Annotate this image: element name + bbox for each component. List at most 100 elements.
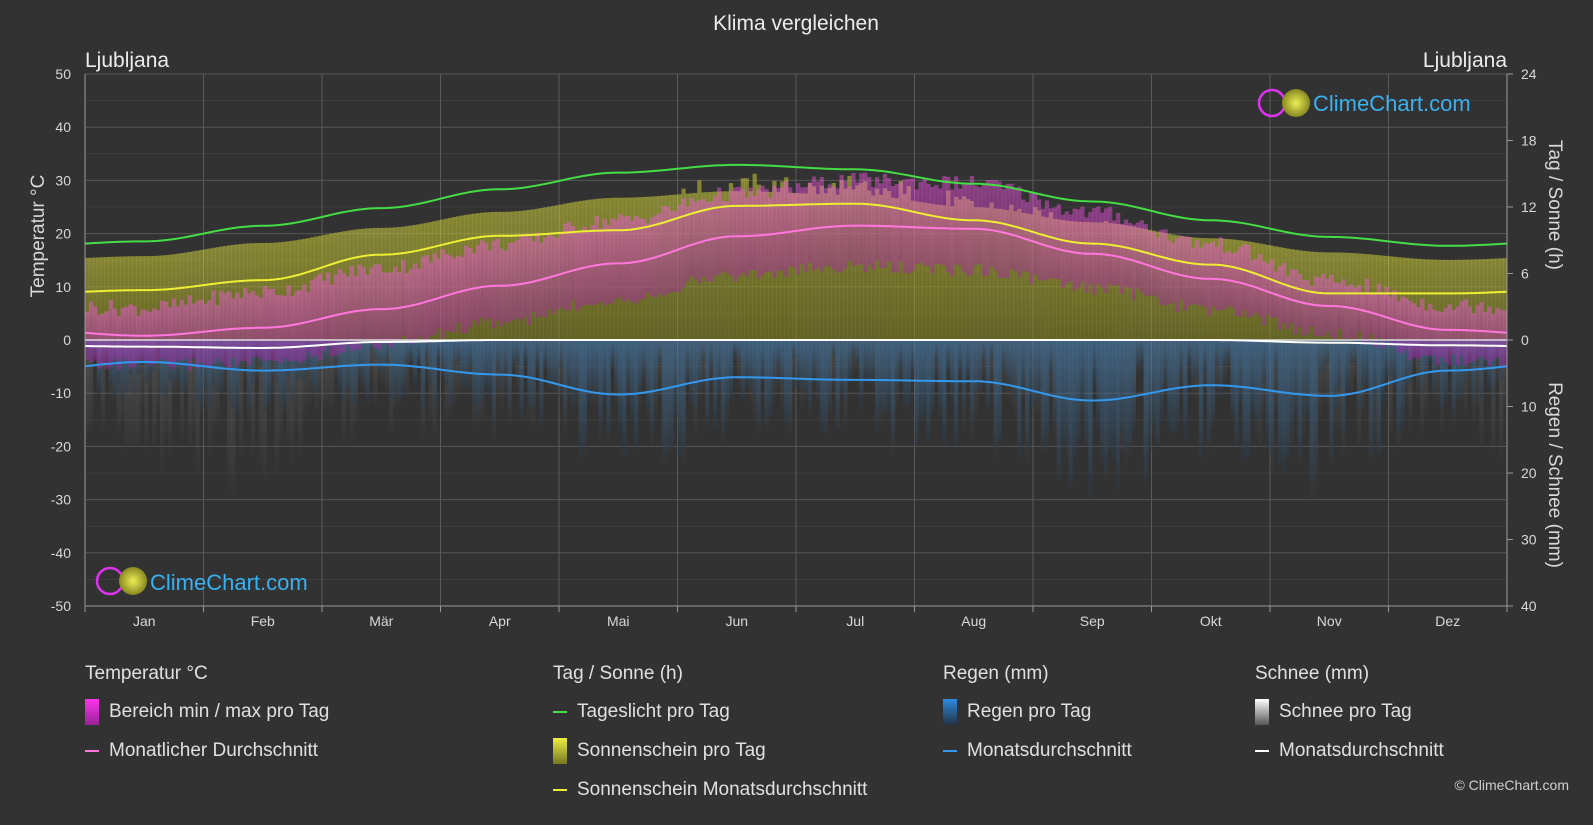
temp-range-bar <box>780 187 785 271</box>
temp-range-bar <box>859 173 864 265</box>
snow-bar <box>298 340 303 458</box>
rain-bar <box>815 340 820 391</box>
temp-range-bar <box>1029 193 1034 285</box>
sunshine-bar <box>239 244 244 340</box>
rain-bar <box>1001 340 1006 372</box>
legend-temp-avg: Monatlicher Durchschnitt <box>85 731 329 770</box>
legend-rain: Regen (mm) Regen pro Tag Monatsdurchschn… <box>943 662 1132 770</box>
x-tick-label: Sep <box>1080 613 1105 629</box>
temp-range-bar <box>294 290 299 361</box>
snow-bar <box>306 340 311 407</box>
temp-range-bar <box>1250 260 1255 316</box>
temp-range-bar <box>480 240 485 318</box>
legend-rain-avg-label: Monatsdurchschnitt <box>967 739 1132 761</box>
rain-bar <box>1131 340 1136 434</box>
rain-bar <box>207 340 212 407</box>
rain-bar <box>890 340 896 443</box>
rain-bar <box>1293 340 1298 421</box>
rain-bar <box>1250 340 1255 415</box>
sunshine-bar <box>207 248 212 340</box>
rain-bar <box>989 340 994 359</box>
rain-bar <box>981 340 986 362</box>
temp-range-bar <box>736 186 741 277</box>
temp-range-bar <box>499 248 504 327</box>
snow-bar <box>116 340 121 436</box>
rain-bar <box>1360 340 1366 386</box>
temp-range-bar <box>1084 217 1089 293</box>
temp-range-bar <box>472 253 477 321</box>
temp-range-bar <box>1341 279 1346 340</box>
snow-bar <box>250 340 256 455</box>
y-left-tick-label: 50 <box>55 66 71 82</box>
rain-bar <box>752 340 757 396</box>
temp-range-bar <box>519 235 524 321</box>
temp-range-bar <box>831 186 836 270</box>
temp-range-bar <box>1270 259 1275 318</box>
rain-bar <box>843 340 848 403</box>
rain-bar <box>744 340 749 387</box>
temp-range-bar <box>246 293 252 365</box>
snow-avg-line <box>84 339 1508 349</box>
rain-bar <box>377 340 382 371</box>
temp-range-bar <box>922 179 927 266</box>
rain-bar <box>361 340 366 385</box>
temp-range-bar <box>353 275 358 350</box>
rain-bar <box>681 340 686 452</box>
rain-bar <box>796 340 801 389</box>
rain-bar <box>1459 340 1464 398</box>
temp-range-bar <box>1036 199 1042 281</box>
temp-range-bar <box>910 178 915 272</box>
rain-bar <box>709 340 714 371</box>
rain-bar <box>1364 340 1370 389</box>
rain-bar <box>527 340 532 407</box>
rain-bar <box>487 340 493 396</box>
rain-bar <box>1092 340 1097 388</box>
sunshine-bar <box>254 243 260 340</box>
sunshine-bar <box>136 256 141 340</box>
rain-bar <box>653 340 659 396</box>
sunshine-bar <box>973 207 978 340</box>
temp-range-bar <box>835 188 840 273</box>
rain-bar <box>720 340 726 436</box>
rain-bar <box>1214 340 1219 367</box>
temp-range-bar <box>1483 312 1488 360</box>
temp-range-bar <box>337 268 343 354</box>
rain-bar <box>1400 340 1405 428</box>
temp-range-bar <box>713 196 718 276</box>
temp-range-bar <box>847 186 852 261</box>
snow-bar <box>385 340 390 394</box>
snow-bar <box>124 340 129 450</box>
rain-bar <box>314 340 319 393</box>
temp-range-bar <box>116 315 121 370</box>
rain-bar <box>641 340 647 377</box>
rain-bar <box>219 340 224 392</box>
snow-bar <box>1503 340 1508 409</box>
temp-range-bar <box>349 265 354 352</box>
snow-bar <box>1388 340 1393 434</box>
temp-range-bar <box>1112 220 1117 287</box>
rain-bar <box>1356 340 1362 411</box>
rain-bar <box>792 340 797 358</box>
sunshine-bar <box>875 188 880 340</box>
rain-bar <box>404 340 410 363</box>
temp-range-bar <box>361 267 366 339</box>
rain-bar <box>1333 340 1338 411</box>
temp-range-bar <box>468 248 473 328</box>
rain-bar <box>468 340 473 368</box>
temp-range-bar <box>1356 285 1362 332</box>
temp-range-bar <box>1499 309 1504 367</box>
climate-chart: Klima vergleichen Ljubljana Ljubljana 50… <box>28 12 1565 629</box>
x-tick-label: Jun <box>725 613 748 629</box>
rain-bar <box>578 340 583 458</box>
rain-bar <box>1143 340 1148 478</box>
rain-bar <box>930 340 935 414</box>
y-left-label: Temperatur °C <box>28 175 49 298</box>
rain-bar <box>1471 340 1476 403</box>
temp-range-bar <box>728 190 734 276</box>
temp-range-bar <box>559 233 564 308</box>
y-left-tick-label: -50 <box>51 598 71 614</box>
sunshine-bar <box>1009 204 1014 340</box>
rain-bar <box>685 340 690 384</box>
rain-bar <box>882 340 888 413</box>
sunshine-bar <box>128 256 133 340</box>
